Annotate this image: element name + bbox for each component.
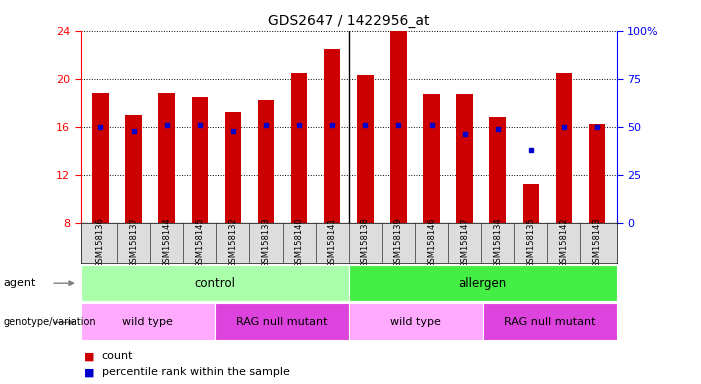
Text: GSM158147: GSM158147 (460, 217, 469, 268)
Bar (456, 94, 473, 223)
Text: percentile rank within the sample: percentile rank within the sample (102, 367, 290, 377)
Text: GSM158136: GSM158136 (96, 217, 105, 268)
Text: GSM158133: GSM158133 (261, 217, 271, 268)
Text: RAG null mutant: RAG null mutant (236, 316, 327, 327)
Text: wild type: wild type (390, 316, 441, 327)
Bar (125, 115, 142, 223)
Bar (258, 100, 274, 223)
Bar (349, 265, 617, 301)
Text: allergen: allergen (458, 277, 507, 290)
Bar (483, 303, 617, 340)
Text: GSM158138: GSM158138 (361, 217, 370, 268)
Text: wild type: wild type (122, 316, 173, 327)
Text: GSM158144: GSM158144 (162, 218, 171, 268)
Bar (158, 93, 175, 223)
Bar (215, 303, 349, 340)
Text: GSM158141: GSM158141 (327, 218, 336, 268)
Title: GDS2647 / 1422956_at: GDS2647 / 1422956_at (268, 14, 430, 28)
Bar (93, 93, 109, 223)
Bar (291, 73, 307, 223)
Bar (357, 75, 374, 223)
Text: GSM158142: GSM158142 (559, 218, 569, 268)
Bar (589, 124, 605, 223)
Bar (224, 113, 241, 223)
Text: GSM158143: GSM158143 (592, 217, 601, 268)
Bar (556, 73, 572, 223)
Text: GSM158134: GSM158134 (494, 217, 502, 268)
Text: ■: ■ (84, 351, 95, 361)
Bar (81, 303, 215, 340)
Text: RAG null mutant: RAG null mutant (504, 316, 596, 327)
Bar (423, 94, 440, 223)
Bar (349, 303, 483, 340)
Text: genotype/variation: genotype/variation (4, 317, 96, 327)
Bar (191, 97, 208, 223)
Bar (489, 117, 506, 223)
Bar (390, 31, 407, 223)
Bar (81, 265, 349, 301)
Text: GSM158140: GSM158140 (294, 218, 304, 268)
Text: GSM158146: GSM158146 (427, 217, 436, 268)
Text: GSM158135: GSM158135 (526, 217, 536, 268)
Text: count: count (102, 351, 133, 361)
Text: GSM158132: GSM158132 (229, 217, 238, 268)
Text: ■: ■ (84, 367, 95, 377)
Text: control: control (194, 277, 235, 290)
Text: GSM158145: GSM158145 (196, 218, 204, 268)
Text: GSM158137: GSM158137 (129, 217, 138, 268)
Text: GSM158139: GSM158139 (394, 217, 403, 268)
Bar (522, 184, 539, 223)
Text: agent: agent (4, 278, 36, 288)
Bar (324, 49, 341, 223)
